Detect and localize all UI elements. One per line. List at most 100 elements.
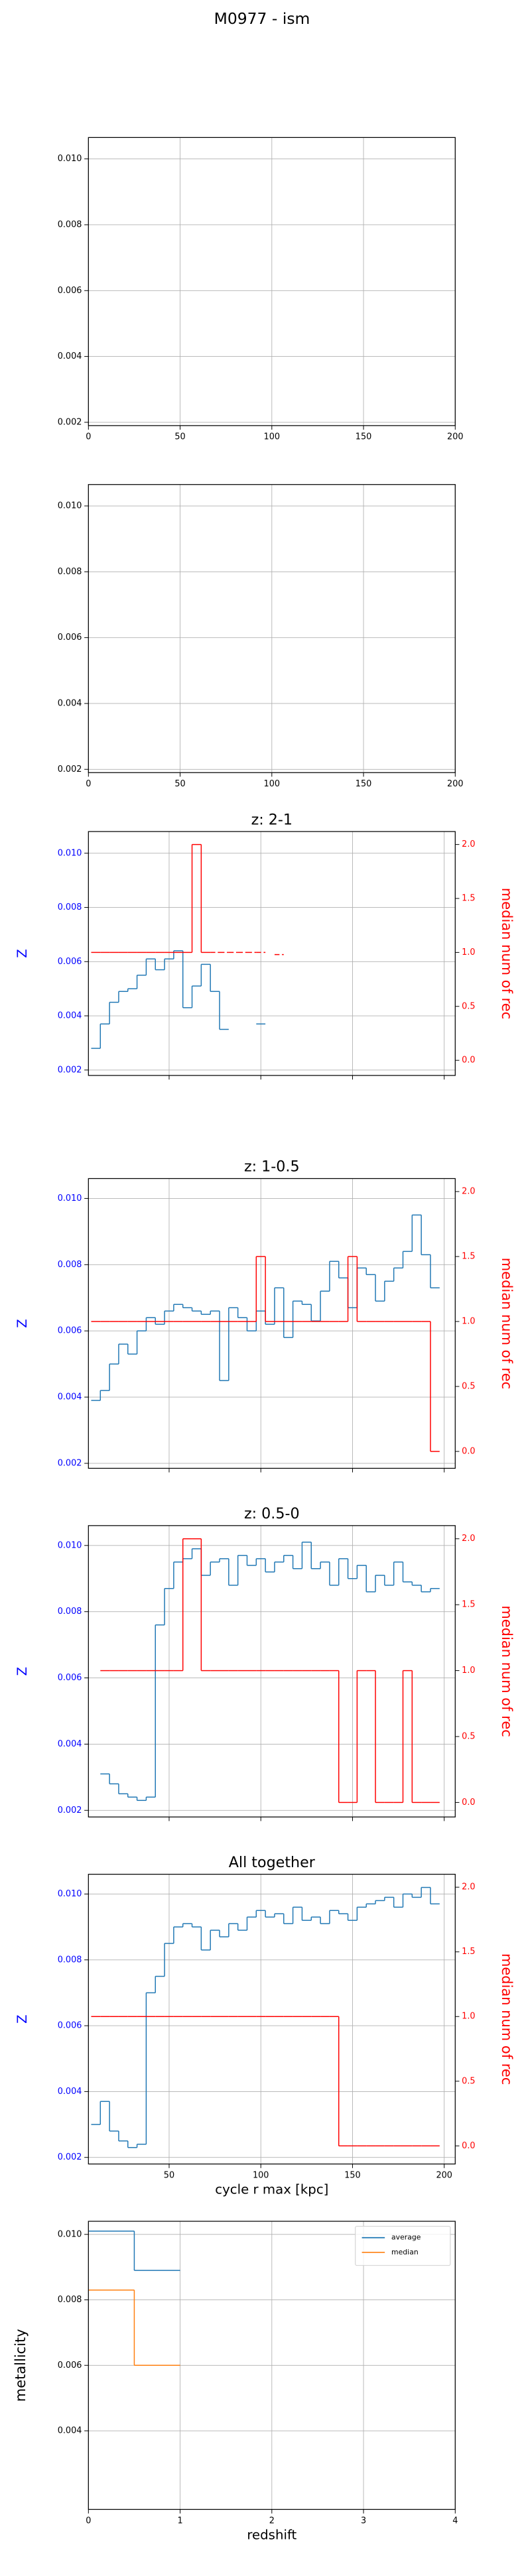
y-tick-label: 0.006 [58, 633, 82, 643]
x-tick-label: 50 [174, 779, 185, 789]
x-tick-label: 100 [264, 779, 281, 789]
legend-box [355, 2225, 451, 2266]
figure-title: M0977 - ism [214, 9, 310, 28]
y-tick-label: 0.004 [58, 1011, 82, 1021]
y2-axis-label: median num of rec [499, 888, 515, 1019]
y-tick-label: 0.006 [58, 2361, 82, 2370]
y-tick-label: 0.010 [58, 848, 82, 858]
x-tick-label: 0 [86, 432, 91, 442]
y-tick-label: 0.010 [58, 154, 82, 164]
y-tick-label: 0.010 [58, 1194, 82, 1203]
y-tick-label: 0.006 [58, 1673, 82, 1683]
legend-label: median [391, 2248, 419, 2256]
y2-tick-label: 0.5 [462, 1001, 475, 1011]
y-tick-label: 0.008 [58, 567, 82, 577]
y-tick-label: 0.004 [58, 2426, 82, 2436]
y2-tick-label: 0.5 [462, 1381, 475, 1391]
y-tick-label: 0.006 [58, 286, 82, 296]
axes-frame [88, 1874, 456, 2165]
y2-tick-label: 0.5 [462, 1731, 475, 1741]
y-tick-label: 0.006 [58, 957, 82, 967]
y-tick-label: 0.004 [58, 2087, 82, 2097]
x-tick-label: 3 [361, 2516, 366, 2526]
x-axis-label: redshift [247, 2528, 296, 2543]
y-tick-label: 0.004 [58, 351, 82, 361]
y2-tick-label: 1.5 [462, 1947, 475, 1957]
y-tick-label: 0.002 [58, 765, 82, 774]
legend-label: average [391, 2233, 421, 2242]
y-tick-label: 0.004 [58, 1392, 82, 1402]
y2-tick-label: 2.0 [462, 1187, 475, 1197]
y-tick-label: 0.008 [58, 219, 82, 229]
y2-tick-label: 0.0 [462, 2141, 475, 2151]
y-tick-label: 0.002 [58, 1065, 82, 1075]
y-tick-label: 0.010 [58, 501, 82, 511]
y2-tick-label: 0.0 [462, 1446, 475, 1456]
y-tick-label: 0.006 [58, 2021, 82, 2031]
x-tick-label: 4 [452, 2516, 458, 2526]
y-tick-label: 0.004 [58, 1739, 82, 1749]
y2-tick-label: 2.0 [462, 1534, 475, 1544]
y-tick-label: 0.004 [58, 698, 82, 708]
panel-title: z: 2-1 [251, 811, 293, 828]
x-tick-label: 50 [174, 432, 185, 442]
axes-frame [88, 1525, 456, 1817]
y-tick-label: 0.006 [58, 1326, 82, 1336]
y-tick-label: 0.010 [58, 2229, 82, 2239]
panel-title: All together [229, 1854, 316, 1871]
y2-tick-label: 0.0 [462, 1056, 475, 1066]
x-tick-label: 100 [253, 2170, 269, 2180]
x-tick-label: 200 [447, 432, 464, 442]
y2-tick-label: 1.0 [462, 1317, 475, 1327]
y2-tick-label: 1.5 [462, 1252, 475, 1262]
x-tick-label: 150 [344, 2170, 361, 2180]
y-axis-label: metallicity [13, 2329, 29, 2402]
y2-tick-label: 1.5 [462, 1600, 475, 1610]
panel-title: z: 0.5-0 [244, 1505, 300, 1522]
x-tick-label: 1 [177, 2516, 182, 2526]
y2-tick-label: 0.0 [462, 1798, 475, 1808]
y-tick-label: 0.008 [58, 1607, 82, 1617]
x-tick-label: 200 [436, 2170, 452, 2180]
y-tick-label: 0.008 [58, 1260, 82, 1270]
y2-tick-label: 1.0 [462, 948, 475, 957]
x-tick-label: 150 [356, 779, 372, 789]
axes-frame [88, 137, 456, 426]
y-tick-label: 0.002 [58, 1806, 82, 1815]
y-tick-label: 0.002 [58, 2152, 82, 2162]
y2-tick-label: 0.5 [462, 2076, 475, 2086]
y2-axis-label: median num of rec [499, 1258, 515, 1389]
y-tick-label: 0.002 [58, 417, 82, 427]
x-tick-label: 100 [264, 432, 281, 442]
x-tick-label: 0 [86, 779, 91, 789]
y2-tick-label: 2.0 [462, 839, 475, 849]
axes-frame [88, 1178, 456, 1469]
y-tick-label: 0.008 [58, 2295, 82, 2305]
y2-tick-label: 2.0 [462, 1882, 475, 1892]
y-axis-label: Z [15, 949, 30, 958]
axes-frame [88, 831, 456, 1076]
y2-tick-label: 1.0 [462, 1666, 475, 1676]
y-tick-label: 0.010 [58, 1540, 82, 1550]
y-tick-label: 0.008 [58, 1955, 82, 1965]
x-axis-label: cycle r max [kpc] [215, 2182, 328, 2197]
y-axis-label: Z [15, 2014, 30, 2024]
axes-frame [88, 484, 456, 773]
x-tick-label: 2 [269, 2516, 275, 2526]
y2-tick-label: 1.0 [462, 2012, 475, 2022]
x-tick-label: 150 [356, 432, 372, 442]
y2-axis-label: median num of rec [499, 1953, 515, 2085]
panel-title: z: 1-0.5 [244, 1158, 300, 1176]
y2-axis-label: median num of rec [499, 1605, 515, 1737]
y-axis-label: Z [15, 1667, 30, 1676]
y2-tick-label: 1.5 [462, 894, 475, 904]
axes-frame [88, 2221, 456, 2510]
y-tick-label: 0.008 [58, 902, 82, 912]
y-axis-label: Z [15, 1319, 30, 1328]
y-tick-label: 0.002 [58, 1458, 82, 1468]
y-tick-label: 0.010 [58, 1889, 82, 1899]
x-tick-label: 50 [164, 2170, 174, 2180]
x-tick-label: 0 [86, 2516, 91, 2526]
x-tick-label: 200 [447, 779, 464, 789]
